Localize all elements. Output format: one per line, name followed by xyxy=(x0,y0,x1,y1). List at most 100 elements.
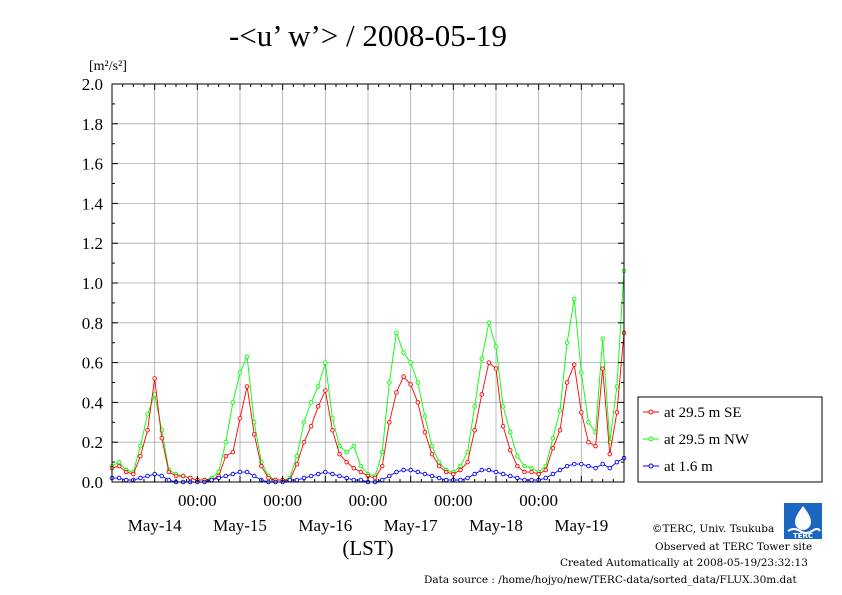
data-point xyxy=(237,370,243,375)
legend: at 29.5 m SE at 29.5 m NW at 1.6 m xyxy=(637,396,823,483)
data-point xyxy=(458,467,463,473)
data-point xyxy=(344,459,349,465)
y-tick-label: 2.0 xyxy=(82,75,103,94)
chart-title: -<u’ w’> / 2008-05-19 xyxy=(229,18,507,53)
data-point xyxy=(443,469,449,475)
data-point xyxy=(557,408,563,413)
data-point xyxy=(571,461,577,467)
data-point xyxy=(379,449,385,455)
data-point xyxy=(387,420,392,425)
legend-swatch-marker xyxy=(648,463,654,469)
data-point xyxy=(614,410,620,415)
x-tick-label-time: 00:00 xyxy=(349,491,388,510)
data-point xyxy=(529,469,534,475)
data-point xyxy=(600,366,605,371)
data-point xyxy=(415,469,421,475)
data-point xyxy=(486,360,492,365)
x-tick-label-time: 00:00 xyxy=(434,491,473,510)
x-tick-label-time: 00:00 xyxy=(178,491,217,510)
data-point xyxy=(401,467,406,473)
data-point xyxy=(344,449,349,455)
data-point xyxy=(116,463,122,469)
data-point xyxy=(593,465,598,471)
data-point xyxy=(145,428,150,433)
data-point xyxy=(131,471,136,477)
data-point xyxy=(237,469,243,475)
data-point xyxy=(472,404,477,409)
data-point xyxy=(500,424,506,429)
data-point xyxy=(251,473,257,479)
data-point xyxy=(472,471,477,477)
y-tick-label: 0.2 xyxy=(82,433,103,452)
data-point xyxy=(401,350,406,355)
data-point xyxy=(230,400,236,405)
data-point xyxy=(586,420,591,425)
legend-label: at 29.5 m SE xyxy=(664,405,742,421)
data-point xyxy=(358,469,364,475)
y-tick-label: 0.6 xyxy=(82,354,103,373)
y-tick-label: 0.0 xyxy=(82,473,103,492)
data-point xyxy=(557,467,563,473)
data-point xyxy=(223,453,229,459)
data-point xyxy=(543,467,549,473)
legend-box xyxy=(637,396,823,483)
data-point xyxy=(323,360,328,365)
data-point xyxy=(372,475,378,481)
data-point xyxy=(173,473,179,479)
data-point xyxy=(308,400,314,405)
data-point xyxy=(408,467,413,473)
data-point xyxy=(387,380,392,385)
data-point xyxy=(479,356,485,361)
legend-label: at 29.5 m NW xyxy=(664,432,750,448)
data-point xyxy=(358,463,364,469)
data-point xyxy=(116,475,122,481)
data-point xyxy=(507,447,513,453)
data-point xyxy=(230,471,236,477)
data-point xyxy=(415,400,421,405)
data-point xyxy=(138,453,143,459)
y-axis: 0.0 0.2 0.4 0.6 0.8 1.0 1.2 1.4 1.6 1.8 2.0 xyxy=(82,75,624,492)
data-point xyxy=(465,459,470,465)
footer-copyright: ©TERC, Univ. Tsukuba xyxy=(652,523,774,535)
data-point xyxy=(436,463,442,469)
data-point xyxy=(479,467,485,473)
x-axis-label: (LST) xyxy=(342,536,393,560)
data-point xyxy=(529,477,534,483)
data-point xyxy=(145,473,150,479)
x-axis: 00:00 00:00 00:00 00:00 00:00 May-14 May-15 May… xyxy=(122,84,614,535)
x-tick-label-time: 00:00 xyxy=(519,491,558,510)
data-point xyxy=(614,459,620,465)
terc-logo: TERC xyxy=(784,503,822,540)
data-point xyxy=(500,471,506,477)
data-point xyxy=(465,449,470,455)
data-point xyxy=(152,376,157,381)
data-point xyxy=(230,449,236,455)
data-point xyxy=(394,469,399,475)
data-point xyxy=(123,469,129,475)
data-point xyxy=(614,384,620,389)
y-tick-label: 1.4 xyxy=(82,194,104,213)
data-point xyxy=(394,330,399,336)
data-point xyxy=(330,416,335,421)
data-point xyxy=(515,453,520,459)
data-point xyxy=(550,435,556,441)
data-point xyxy=(429,443,435,449)
data-point xyxy=(123,477,129,483)
data-point xyxy=(308,473,314,479)
legend-swatch-marker xyxy=(648,436,654,442)
x-tick-label-day: May-19 xyxy=(554,516,608,535)
y-tick-label: 1.0 xyxy=(82,274,103,293)
data-point xyxy=(522,477,527,483)
x-tick-label-day: May-14 xyxy=(128,516,182,535)
grid xyxy=(112,83,624,483)
data-point xyxy=(251,431,257,437)
data-point xyxy=(159,435,165,441)
data-point xyxy=(522,463,527,469)
x-tick-label-day: May-18 xyxy=(469,516,523,535)
y-tick-label: 1.2 xyxy=(82,234,103,253)
data-point xyxy=(294,453,300,459)
data-point xyxy=(472,428,477,433)
data-point xyxy=(408,360,413,365)
y-tick-label: 0.8 xyxy=(82,314,103,333)
